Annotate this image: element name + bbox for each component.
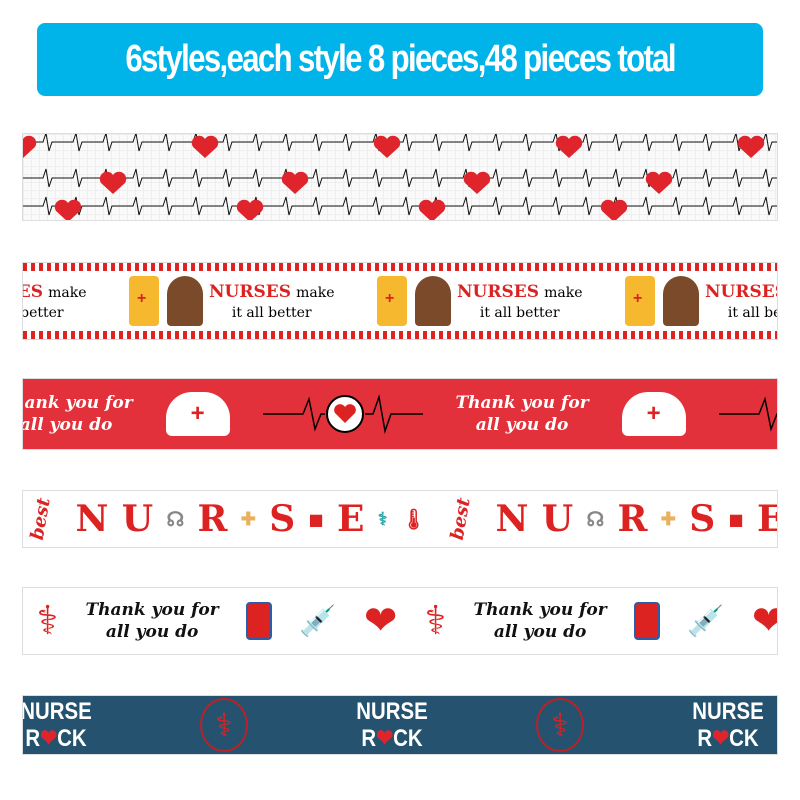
- bandage-icon: ✚: [660, 508, 676, 530]
- syringe-icon: 💉: [687, 604, 725, 638]
- first-aid-kit-icon: ■: [308, 509, 324, 529]
- pattern-unit: + NURSES make it all better: [121, 276, 369, 326]
- thermometer-icon: 🌡: [400, 507, 427, 531]
- heartbeat-heart-icon: [718, 396, 777, 432]
- nurse-cap-icon: +: [165, 392, 230, 436]
- nurses-word: NURSES: [209, 281, 292, 302]
- iv-bag-icon: [633, 602, 660, 640]
- heart-icon: [23, 135, 37, 158]
- nurse-figure-icon: [415, 276, 451, 326]
- stethoscope-icon: ☊: [166, 507, 185, 531]
- nurses-word: NURSES: [23, 281, 44, 302]
- heart-icon: [54, 199, 82, 220]
- heart-icon: [600, 199, 628, 220]
- caduceus-emblem-icon: ⚕: [199, 698, 248, 752]
- stethoscope-icon: ☊: [586, 507, 605, 531]
- nurse-rock-text: NURSE R❤CK: [356, 698, 428, 752]
- best-word: best: [26, 496, 55, 542]
- heart-icon: [463, 171, 491, 194]
- heart-cross-icon: ❤: [712, 725, 730, 752]
- nurse-rock-text: NURSE R❤CK: [22, 698, 92, 752]
- pattern-unit: + NURSES make it all better: [369, 276, 617, 326]
- letter-e: E: [337, 498, 365, 540]
- make-word: make: [296, 284, 335, 301]
- letter-n: N: [75, 498, 109, 540]
- nurses-word: NURSES: [457, 281, 540, 302]
- heart-icon: [281, 171, 309, 194]
- heart-icon: [236, 199, 264, 220]
- letter-u: U: [541, 498, 574, 540]
- letter-s: S: [269, 498, 296, 540]
- heartbeat-line: [23, 196, 777, 216]
- ribbon-heartbeat: [22, 133, 778, 221]
- syringe-icon: 💉: [299, 604, 337, 638]
- letter-n: N: [495, 498, 529, 540]
- iv-bag-icon: [245, 602, 272, 640]
- best-word: best: [446, 496, 475, 542]
- heartbeat-line: [23, 168, 777, 188]
- heart-icon: [191, 135, 219, 158]
- letter-r: R: [197, 498, 228, 540]
- heartbeat-heart-icon: [262, 394, 423, 434]
- tagline: it all better: [727, 304, 777, 321]
- heart-icon: [373, 135, 401, 158]
- caduceus-icon: ⚕: [424, 599, 447, 643]
- heart-stethoscope-icon: ❤: [752, 598, 777, 644]
- nurse-cap-icon: +: [621, 392, 686, 436]
- heart-icon: [99, 171, 127, 194]
- nurse-figure-icon: [663, 276, 699, 326]
- heart-stethoscope-icon: ❤: [363, 599, 398, 643]
- ribbon-nurses-make-it-better: + NURSES make it all better + NURSES make…: [22, 262, 778, 340]
- letter-r: R: [617, 498, 648, 540]
- heart-cross-icon: ❤: [376, 725, 394, 752]
- tagline: it all better: [22, 304, 64, 321]
- tagline: it all better: [231, 304, 312, 321]
- first-aid-kit-icon: ■: [728, 509, 744, 529]
- make-word: make: [544, 284, 583, 301]
- heart-icon: [645, 171, 673, 194]
- letter-u: U: [121, 498, 154, 540]
- nurse-rock-text: NURSE R❤CK: [692, 698, 764, 752]
- pill-bottle-icon: +: [625, 276, 655, 326]
- pill-bottle-icon: +: [129, 276, 159, 326]
- headline-text: 6styles,each style 8 pieces,48 pieces to…: [125, 38, 676, 80]
- ribbon-thank-you-white: ⚕ Thank you for all you do 💉 ❤ ⚕ Thank yo…: [22, 587, 778, 655]
- make-word: make: [48, 284, 87, 301]
- pattern-unit: best N U ☊ R ✚ S ■ E ⚕ 🌡: [433, 496, 777, 542]
- heart-cross-icon: ❤: [40, 725, 58, 752]
- caduceus-icon: ⚕: [36, 599, 59, 643]
- heart-icon: [418, 199, 446, 220]
- nurse-figure-icon: [167, 276, 203, 326]
- ribbon-best-nurse: best N U ☊ R ✚ S ■ E ⚕ 🌡 best N U ☊ R ✚ …: [22, 490, 778, 548]
- letter-e: E: [757, 498, 777, 540]
- pattern-unit: best N U ☊ R ✚ S ■ E ⚕ 🌡: [23, 496, 433, 542]
- pill-bottle-icon: +: [377, 276, 407, 326]
- nurses-word: NURSES: [705, 281, 777, 302]
- tagline: it all better: [479, 304, 560, 321]
- heartbeat-line: [23, 134, 777, 152]
- caduceus-icon: ⚕: [377, 508, 388, 530]
- heart-icon: [555, 135, 583, 158]
- letter-s: S: [689, 498, 716, 540]
- caduceus-emblem-icon: ⚕: [535, 698, 584, 752]
- heart-icon: [737, 135, 765, 158]
- headline-banner: 6styles,each style 8 pieces,48 pieces to…: [37, 23, 763, 96]
- bandage-icon: ✚: [240, 508, 256, 530]
